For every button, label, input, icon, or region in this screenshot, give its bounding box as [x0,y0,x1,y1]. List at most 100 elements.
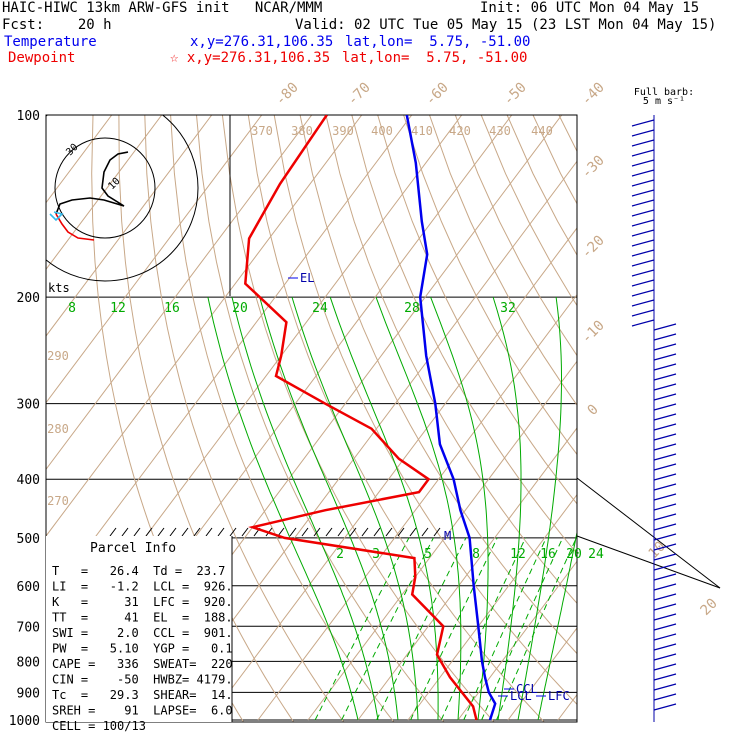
wind-barb [653,703,677,711]
moist-adiabat-line [231,296,379,721]
wind-barb [653,553,677,561]
level-label-m: M [444,529,451,543]
valid-time: Valid: 02 UTC Tue 05 May 15 (23 LST Mon … [295,17,717,33]
dry-adiabat-line [170,115,395,722]
ice-level-tick [397,527,405,537]
level-label-ccl: CCL [516,682,538,696]
isotherm-label: -30 [579,153,608,182]
parcel-row: SWI = 2.0 CCL = 901. [52,626,233,640]
isotherm-line [207,227,577,721]
wind-barb [653,613,677,621]
ice-level-tick [229,527,237,537]
mixing-ratio-line [314,537,410,721]
wind-barb [653,483,677,491]
pressure-label-500: 500 [17,532,40,547]
dry-adiabat-line [585,115,740,733]
level-label-el: EL [300,271,314,285]
pressure-label-300: 300 [17,398,40,413]
dry-adiabat-line [144,115,345,722]
parcel-row: TT = 41 EL = 188. [52,611,233,625]
isotherm-label: -50 [501,80,530,109]
dry-adiabat-line [429,115,577,406]
mixing-ratio-label: 12 [510,547,526,562]
wind-barb [653,673,677,681]
temperature-line [405,115,497,721]
isotherm-label: -20 [579,233,608,262]
ice-level-tick [337,527,345,537]
theta-label: 440 [531,124,553,138]
ice-level-tick [157,527,165,537]
dry-adiabat-line [221,115,495,722]
isotherm-line [557,693,577,721]
wind-barb [653,693,677,701]
ice-level-tick [205,527,213,537]
barb-legend-title: Full barb: [634,87,694,98]
temperature-latlon: lat,lon= 5.75, -51.00 [345,34,531,50]
wind-barb [653,503,677,511]
parcel-row: K = 31 LFC = 920. [52,595,233,609]
theta-label: 380 [291,124,313,138]
theta-label: 390 [332,124,354,138]
isotherm-label: -60 [423,80,452,109]
theta-label: 410 [411,124,433,138]
wind-barb [631,219,655,227]
wind-barb [653,403,677,411]
mixing-ratio-label: 24 [588,547,604,562]
dewpoint-latlon: lat,lon= 5.75, -51.00 [342,50,528,66]
wind-barb [631,179,655,187]
mixing-ratio-line [440,537,526,721]
wind-barb [653,573,677,581]
header: HAIC-HIWC 13km ARW-GFS init NCAR/MMM Ini… [0,0,740,70]
ice-level-tick [217,527,225,537]
wind-barb [653,633,677,641]
barb-legend-units: 5 m s⁻¹ [643,96,685,107]
theta-side-label: 280 [47,422,69,436]
moist-adiabat-line [492,296,522,721]
wind-barb [653,623,677,631]
mixing-ratio-line [410,537,498,721]
wind-barb [631,199,655,207]
pressure-label-200: 200 [17,291,40,306]
ice-level-tick [325,527,333,537]
wind-barb [631,189,655,197]
isotherm-label: -70 [345,80,374,109]
wind-barb [653,593,677,601]
dewpoint-xy: ☆ x,y=276.31,106.35 [170,50,331,66]
moist-adiabat-line [537,529,577,721]
moist-adiabat-label: 28 [404,301,420,316]
ice-level-tick [145,527,153,537]
parcel-row: SREH = 91 LAPSE= 6.0 [52,704,233,718]
theta-label: 370 [251,124,273,138]
parcel-row: CIN = -50 HWBZ= 4179. [52,673,233,687]
dry-adiabat-line [196,115,445,722]
pressure-label-600: 600 [17,580,40,595]
ice-level-tick [385,527,393,537]
wind-barb [631,149,655,157]
wind-barb [631,209,655,217]
parcel-row: CELL = 100/13 [52,719,146,733]
ice-level-tick [361,527,369,537]
dry-adiabat-line [273,115,577,706]
wind-barb [631,259,655,267]
ice-level-tick [181,527,189,537]
dry-adiabat-line [351,115,577,555]
wind-barb [653,333,677,341]
wind-barb [653,423,677,431]
ice-level-tick [169,527,177,537]
wind-barb [653,363,677,371]
ice-level-tick [289,527,297,537]
wind-barb [653,543,677,551]
ice-level-tick [193,527,201,537]
mixing-ratio-label: 16 [540,547,556,562]
product-title: HAIC-HIWC 13km ARW-GFS init NCAR/MMM [2,0,323,16]
mixing-ratio-line [376,537,467,721]
wind-barb [631,119,655,127]
isotherm-line [407,493,577,721]
plot-frame [45,114,721,723]
isotherm-line [46,115,263,404]
theta-side-label: 290 [47,349,69,363]
isotherm-label: 40 [0,0,9,9]
wind-barb [631,139,655,147]
parcel-row: PW = 5.10 YGP = 0.1 [52,642,233,656]
